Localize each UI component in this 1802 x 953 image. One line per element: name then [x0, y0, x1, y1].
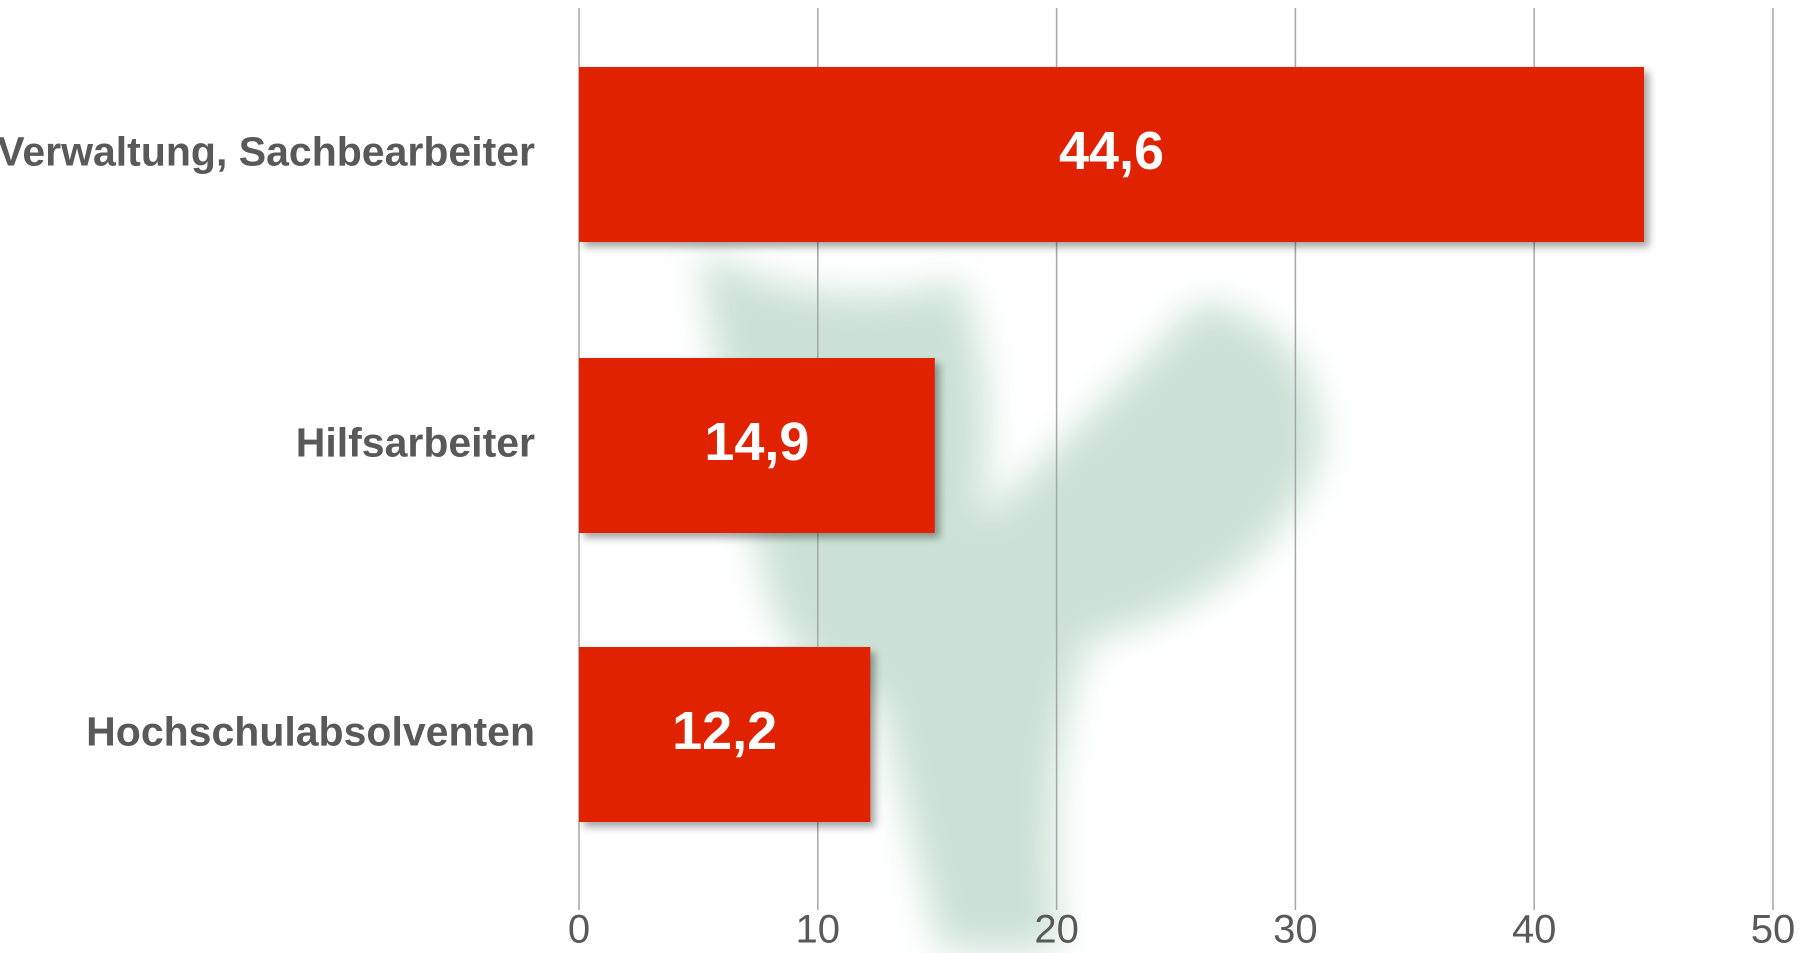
bar — [579, 67, 1645, 242]
x-tick-label: 50 — [1751, 908, 1796, 952]
category-label: Hochschulabsolventen — [86, 708, 535, 754]
x-tick-label: 30 — [1273, 908, 1318, 952]
category-label: Hilfsarbeiter — [296, 419, 535, 465]
value-label: 44,6 — [1059, 121, 1164, 181]
x-tick-label: 40 — [1512, 908, 1557, 952]
value-label: 14,9 — [704, 412, 809, 472]
category-label: Verwaltung, Sachbearbeiter — [0, 128, 535, 174]
background-emblem — [700, 250, 1321, 950]
x-tick-label: 20 — [1034, 908, 1079, 952]
value-label: 12,2 — [672, 701, 777, 761]
bar — [579, 647, 871, 822]
x-tick-label: 10 — [796, 908, 841, 952]
bar — [579, 358, 935, 533]
x-tick-label: 0 — [568, 908, 590, 952]
